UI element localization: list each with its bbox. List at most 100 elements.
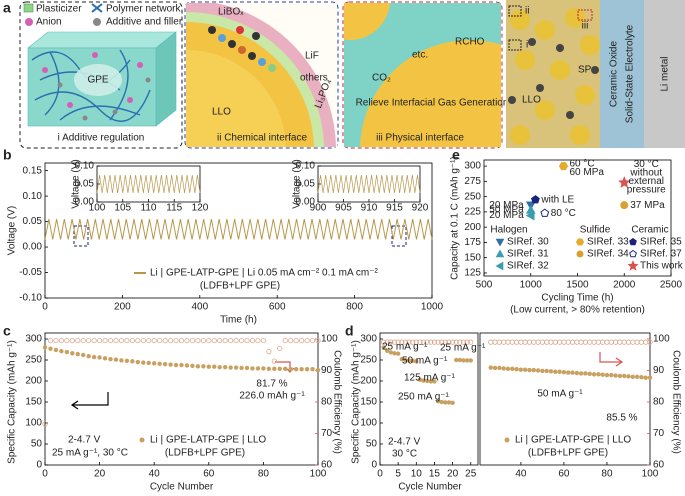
point bbox=[406, 339, 412, 345]
point bbox=[200, 337, 206, 344]
point bbox=[443, 400, 448, 405]
point bbox=[488, 339, 494, 345]
x-axis-label: (Low current, > 80% retention) bbox=[510, 305, 645, 316]
x-tick-label: 910 bbox=[361, 203, 378, 214]
x-axis-label: Cycle Number bbox=[150, 482, 214, 493]
physical-interface bbox=[344, 3, 501, 147]
series-line bbox=[44, 218, 433, 240]
legend-label: SIRef. 33 bbox=[587, 237, 629, 248]
caption: ii Chemical interface bbox=[217, 133, 307, 144]
point bbox=[283, 366, 288, 372]
point bbox=[574, 370, 580, 376]
point bbox=[315, 367, 321, 373]
plot-frame bbox=[379, 332, 479, 466]
y-tick-label: 125 bbox=[464, 268, 481, 279]
point-note: 20 MPa bbox=[489, 210, 524, 221]
axis-arrow bbox=[599, 352, 624, 367]
point bbox=[492, 365, 498, 371]
panel-label: d bbox=[345, 323, 354, 339]
anion-icon bbox=[25, 18, 33, 26]
chem-label: others bbox=[300, 73, 328, 84]
point bbox=[526, 339, 533, 345]
point bbox=[608, 339, 614, 345]
point bbox=[424, 339, 430, 345]
legend-label: Li | GPE-LATP-GPE | LLO bbox=[515, 435, 631, 446]
point bbox=[496, 339, 502, 345]
point bbox=[119, 358, 124, 363]
y2-tick-label: 70 bbox=[321, 428, 333, 439]
point bbox=[612, 339, 619, 345]
point bbox=[255, 337, 261, 344]
x-tick-label: 1000 bbox=[520, 280, 543, 291]
point bbox=[561, 369, 567, 375]
point bbox=[643, 375, 648, 380]
llo-label: LLO bbox=[212, 107, 231, 118]
y-axis-label: Specific Capacity (mAh g⁻¹) bbox=[351, 340, 362, 464]
legend-label: SIRef. 31 bbox=[507, 249, 549, 260]
point bbox=[417, 377, 423, 382]
point bbox=[53, 337, 59, 344]
y-axis-label: Specific Capacity (mAh g⁻¹) bbox=[7, 340, 18, 464]
point bbox=[392, 351, 397, 356]
y2-tick-label: 90 bbox=[321, 365, 333, 376]
point bbox=[566, 370, 571, 375]
phys-label: CO₂ bbox=[372, 73, 391, 84]
point bbox=[271, 358, 277, 364]
box-ii bbox=[184, 1, 339, 149]
point bbox=[439, 399, 444, 405]
x-tick-label: 60 bbox=[203, 469, 215, 480]
x-tick-label: 800 bbox=[346, 302, 363, 313]
plot-frame bbox=[317, 165, 421, 203]
point bbox=[130, 359, 135, 364]
point bbox=[42, 421, 48, 427]
y2-tick-label: 60 bbox=[653, 460, 665, 471]
point bbox=[505, 339, 511, 345]
point bbox=[518, 367, 524, 372]
point bbox=[266, 366, 272, 372]
y-tick-label: 150 bbox=[25, 397, 42, 408]
point bbox=[501, 339, 507, 345]
point bbox=[540, 208, 550, 217]
x-tick-label: 0 bbox=[377, 469, 383, 480]
point bbox=[639, 375, 644, 380]
point bbox=[505, 366, 511, 372]
point bbox=[548, 369, 554, 374]
legend-label: SIRef. 30 bbox=[507, 237, 549, 248]
point bbox=[91, 354, 97, 360]
point bbox=[272, 366, 277, 372]
point bbox=[75, 337, 81, 344]
point bbox=[195, 337, 201, 344]
panel-label: b bbox=[3, 147, 12, 163]
point bbox=[178, 337, 185, 344]
y-tick-label: 200 bbox=[464, 222, 481, 233]
point bbox=[468, 339, 474, 345]
x-axis-label: Cycling Time (h) bbox=[541, 293, 613, 304]
point bbox=[212, 364, 217, 369]
y-tick-label: -0.05 bbox=[19, 267, 42, 278]
point bbox=[64, 349, 70, 355]
phys-label: RCHO bbox=[455, 37, 485, 48]
point bbox=[157, 337, 163, 344]
cell-label: SP bbox=[578, 65, 592, 76]
point bbox=[399, 356, 404, 362]
point bbox=[315, 337, 321, 344]
point bbox=[513, 339, 520, 345]
point bbox=[522, 339, 528, 345]
point bbox=[525, 210, 535, 221]
point bbox=[544, 339, 550, 345]
point bbox=[618, 176, 631, 188]
legend-text: Polymer network bbox=[106, 4, 181, 15]
point bbox=[574, 339, 580, 345]
point bbox=[217, 337, 223, 344]
y-tick-label: 225 bbox=[464, 207, 481, 218]
cell-label: Solid-State Electrolyte bbox=[625, 24, 636, 123]
zoom-box bbox=[577, 9, 593, 21]
annotation: 125 mA g⁻¹ bbox=[404, 373, 456, 384]
point bbox=[107, 337, 114, 344]
point bbox=[531, 339, 537, 345]
point bbox=[395, 339, 401, 345]
legend-marker bbox=[495, 261, 504, 271]
point-note: 60 °C bbox=[569, 159, 594, 170]
li-metal bbox=[644, 0, 685, 148]
electrolyte bbox=[600, 0, 644, 148]
